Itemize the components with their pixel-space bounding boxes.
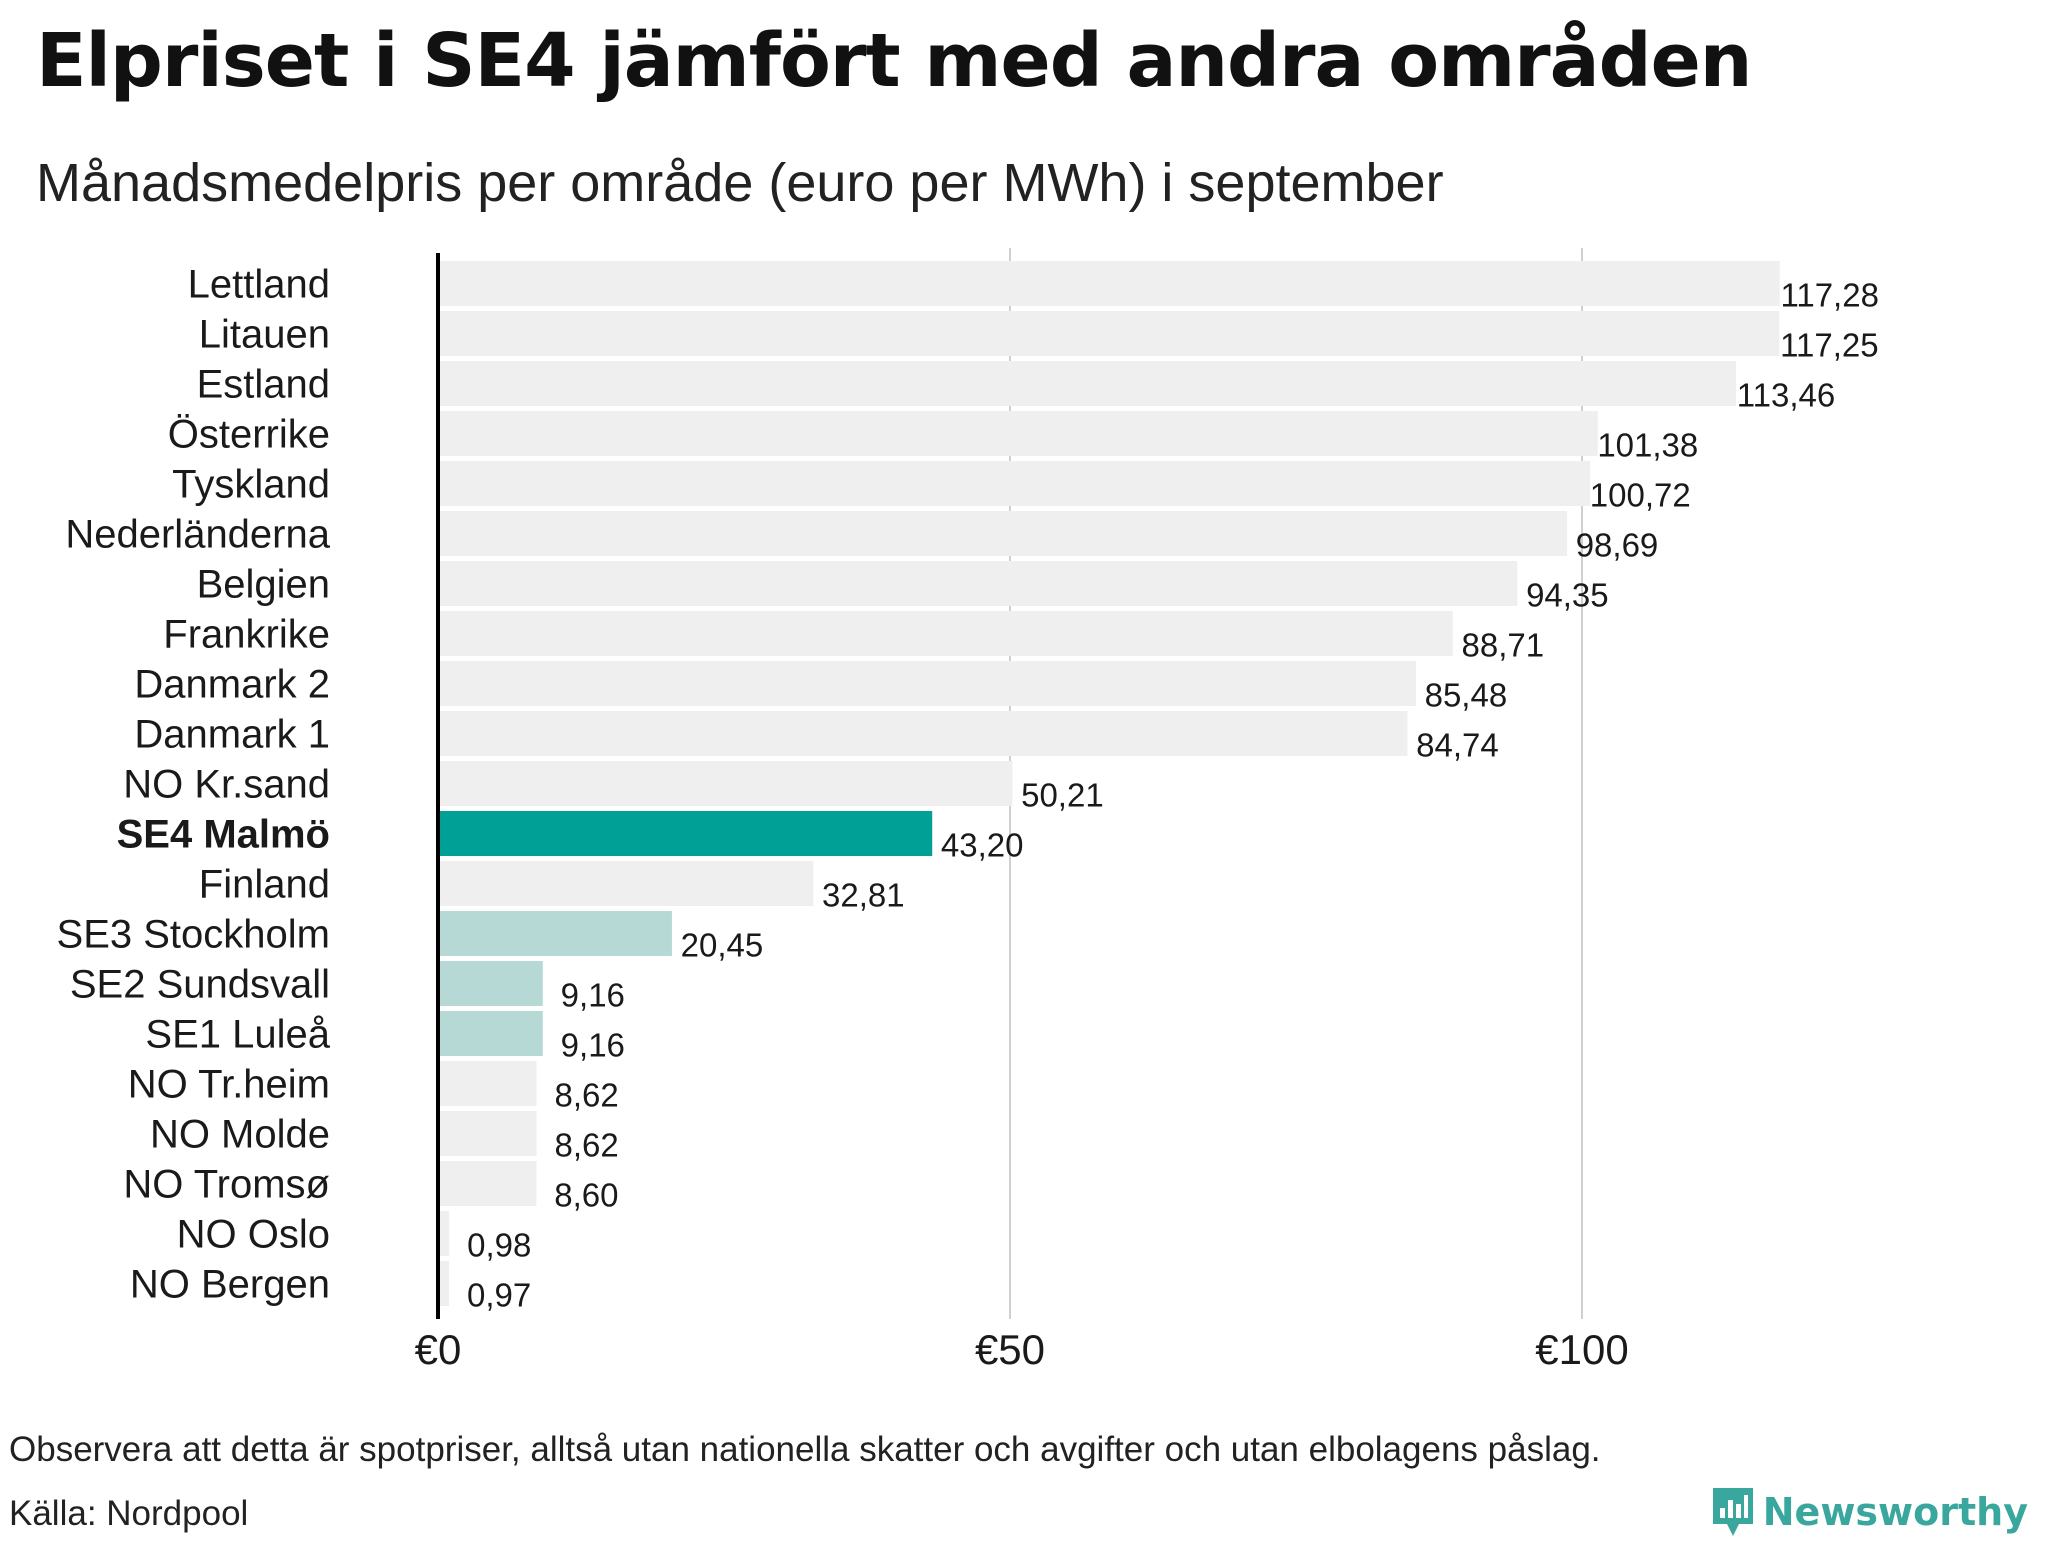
data-label: 8,62 — [554, 1077, 618, 1114]
data-label: 117,25 — [1780, 327, 1878, 364]
data-label: 8,60 — [554, 1177, 618, 1214]
data-label: 8,62 — [554, 1127, 618, 1164]
bar — [438, 1261, 450, 1306]
category-label: SE4 Malmö — [117, 813, 330, 857]
data-label: 84,74 — [1416, 727, 1499, 764]
chart-title: Elpriset i SE4 jämfört med andra områden — [36, 18, 1752, 104]
category-label: SE2 Sundsvall — [70, 963, 330, 1007]
bar — [438, 911, 672, 956]
bar — [438, 1061, 537, 1106]
category-label: Frankrike — [163, 613, 330, 657]
category-label: NO Tr.heim — [128, 1063, 330, 1107]
category-label: Lettland — [188, 263, 330, 307]
category-label: Nederländerna — [65, 513, 330, 557]
category-label: Finland — [199, 863, 330, 907]
category-label: NO Molde — [150, 1113, 330, 1157]
data-label: 117,28 — [1780, 277, 1878, 314]
bar — [438, 1211, 450, 1256]
data-label: 94,35 — [1526, 577, 1609, 614]
data-label: 100,72 — [1590, 477, 1691, 514]
chart-subtitle: Månadsmedelpris per område (euro per MWh… — [36, 153, 1444, 213]
bar — [438, 1011, 543, 1056]
category-label: NO Oslo — [177, 1213, 330, 1257]
category-label: NO Tromsø — [123, 1163, 330, 1207]
bar — [438, 311, 1780, 356]
category-labels: Lettland Litauen Estland Österrike Tyskland N… — [57, 263, 331, 1307]
x-tick-label: €50 — [975, 1326, 1045, 1373]
data-label: 9,16 — [561, 1027, 625, 1064]
category-label: Estland — [197, 363, 330, 407]
data-label: 32,81 — [822, 877, 905, 914]
data-label: 20,45 — [681, 927, 764, 964]
brand-name: Newsworthy — [1762, 1490, 2028, 1534]
bar — [438, 611, 1453, 656]
data-label: 113,46 — [1737, 377, 1835, 414]
bar — [438, 1111, 537, 1156]
bar — [438, 261, 1780, 306]
category-label: Belgien — [197, 563, 330, 607]
data-label: 88,71 — [1462, 627, 1545, 664]
data-label: 101,38 — [1597, 427, 1698, 464]
data-label: 50,21 — [1021, 777, 1104, 814]
bar — [438, 811, 933, 856]
category-label: NO Bergen — [130, 1263, 330, 1307]
bar — [438, 1161, 537, 1206]
category-label: Österrike — [168, 413, 330, 457]
bar — [438, 361, 1736, 406]
bars — [438, 261, 1780, 1306]
data-label: 0,98 — [467, 1227, 531, 1264]
x-tick-label: €100 — [1535, 1326, 1628, 1373]
brand-logo[interactable]: Newsworthy — [1711, 1482, 2028, 1542]
data-label: 43,20 — [941, 827, 1024, 864]
category-label: Danmark 2 — [134, 663, 330, 707]
source-credit: Källa: Nordpool — [9, 1494, 249, 1533]
category-label: SE1 Luleå — [145, 1013, 330, 1057]
category-label: Litauen — [199, 313, 330, 357]
bar-chart: Lettland Litauen Estland Österrike Tyskland N… — [57, 248, 1879, 1373]
data-label: 85,48 — [1425, 677, 1508, 714]
bar — [438, 711, 1408, 756]
category-label: Danmark 1 — [134, 713, 330, 757]
bar — [438, 761, 1013, 806]
data-label: 98,69 — [1576, 527, 1659, 564]
footnote: Observera att detta är spotpriser, allts… — [9, 1430, 1601, 1469]
bar — [438, 561, 1518, 606]
bar — [438, 661, 1416, 706]
bar — [438, 511, 1568, 556]
category-label: NO Kr.sand — [123, 763, 330, 807]
data-label: 0,97 — [467, 1277, 531, 1314]
category-label: Tyskland — [172, 463, 330, 507]
category-label: SE3 Stockholm — [57, 913, 330, 957]
value-labels: 117,28 117,25 113,46 101,38 100,72 98,69 94,35… — [467, 277, 1879, 1314]
x-tick-label: €0 — [415, 1326, 462, 1373]
bar — [438, 411, 1598, 456]
x-axis-ticks: €0 €50 €100 — [415, 1326, 1629, 1373]
bar — [438, 861, 814, 906]
bar — [438, 461, 1591, 506]
bar-chart-icon — [1712, 1488, 1753, 1536]
data-label: 9,16 — [561, 977, 625, 1014]
bar — [438, 961, 543, 1006]
